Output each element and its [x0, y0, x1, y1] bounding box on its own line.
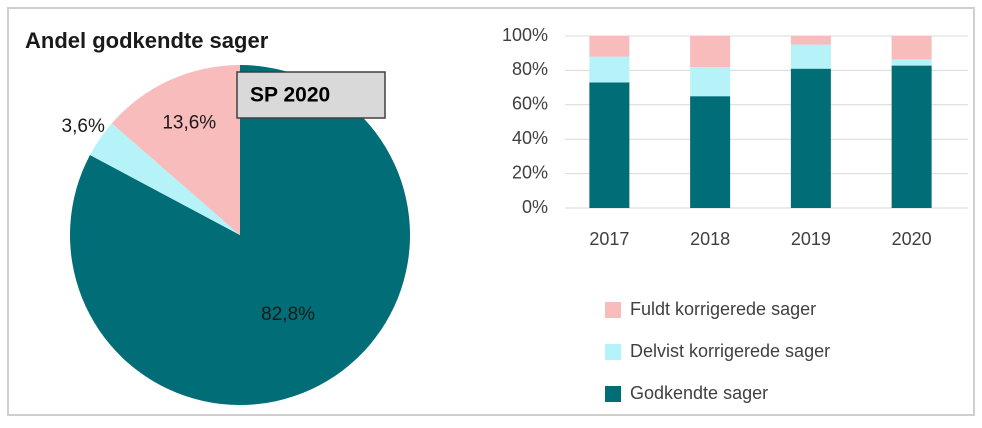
bar-segment [690, 66, 731, 97]
pie-slice [69, 65, 410, 406]
bar-segment [891, 36, 932, 60]
slice-label: 82,8% [261, 304, 315, 325]
x-tick-label: 2019 [791, 229, 831, 249]
slice-label: 3,6% [62, 116, 105, 137]
y-tick-label: 80% [512, 59, 548, 79]
annotation: SP 2020 [250, 84, 330, 107]
y-tick-label: 100% [502, 25, 548, 45]
pie-title: Andel godkendte sager [25, 28, 269, 53]
slice-label: 13,6% [162, 113, 216, 134]
bar-segment [790, 44, 831, 69]
bar-segment [589, 82, 630, 208]
bar-segment [891, 65, 932, 208]
y-tick-label: 40% [512, 128, 548, 148]
legend-label: Fuldt korrigerede sager [630, 299, 816, 319]
x-tick-label: 2018 [690, 229, 730, 249]
annotation-box [236, 71, 386, 119]
legend-swatch [605, 386, 621, 402]
pie-slice [90, 123, 240, 235]
bar-segment [690, 36, 731, 67]
bar-segment [589, 36, 630, 57]
y-tick-label: 20% [512, 162, 548, 182]
x-tick-label: 2017 [589, 229, 629, 249]
y-tick-label: 0% [522, 197, 548, 217]
bar-segment [790, 68, 831, 209]
x-tick-label: 2020 [892, 229, 932, 249]
legend-label: Delvist korrigerede sager [630, 341, 830, 361]
pie-slice [111, 65, 240, 235]
legend-swatch [605, 302, 621, 318]
y-tick-label: 60% [512, 94, 548, 114]
legend-label: Godkendte sager [630, 383, 768, 403]
bar-segment [589, 56, 630, 83]
bar-segment [690, 96, 731, 208]
legend-swatch [605, 344, 621, 360]
bar-segment [891, 59, 932, 66]
bar-segment [790, 36, 831, 45]
